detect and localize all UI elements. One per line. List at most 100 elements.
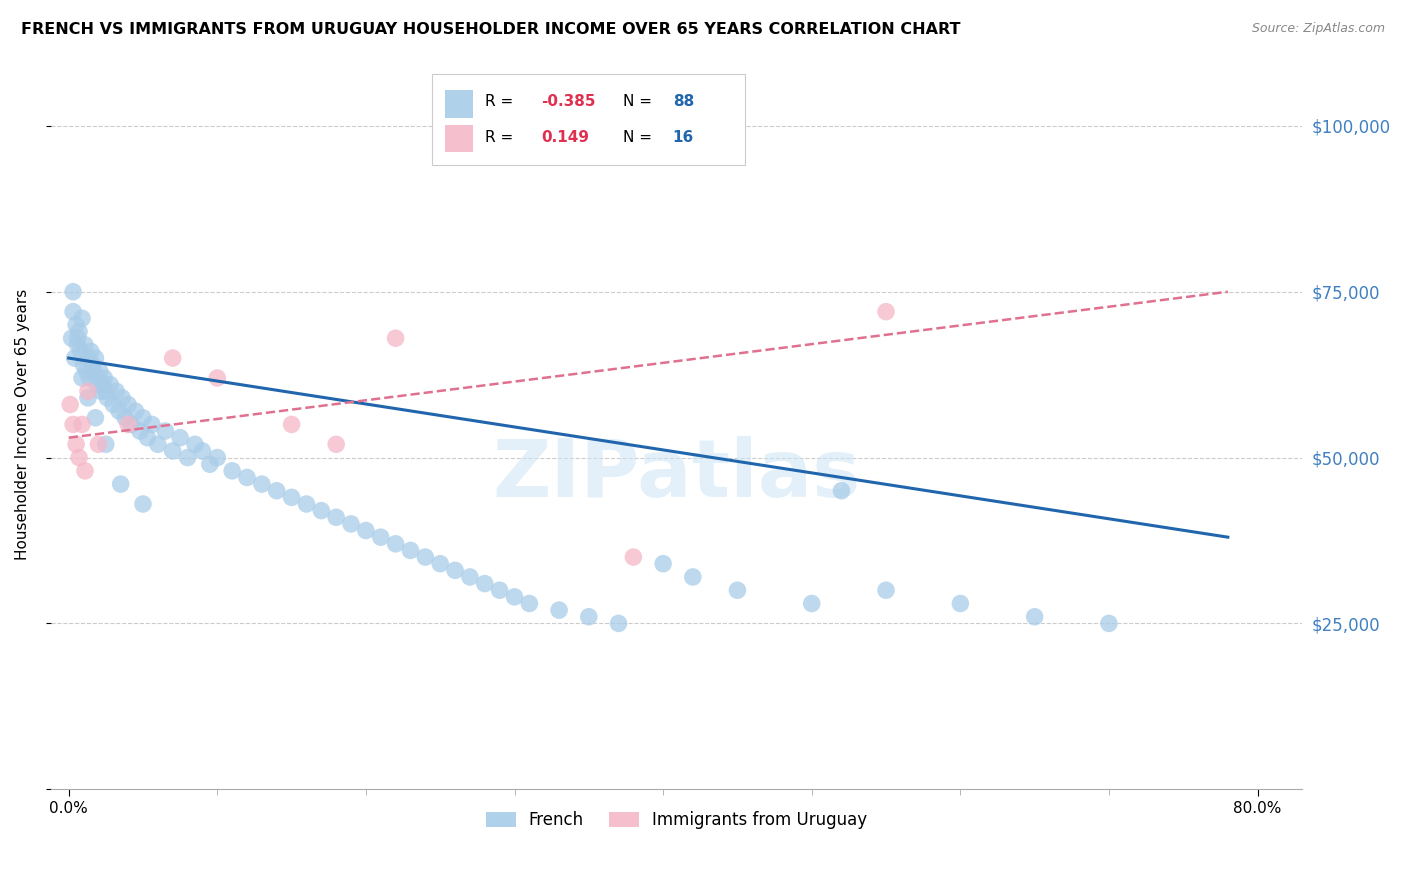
FancyBboxPatch shape: [444, 125, 472, 153]
Point: [444, 563, 467, 577]
Point: [458, 570, 481, 584]
Point: [184, 437, 207, 451]
Point: [875, 304, 897, 318]
Point: [129, 424, 152, 438]
Point: [474, 576, 496, 591]
Point: [77, 384, 100, 399]
Point: [519, 597, 541, 611]
Text: 88: 88: [672, 95, 695, 110]
Point: [1024, 609, 1046, 624]
Point: [103, 397, 125, 411]
Point: [67, 450, 90, 465]
Point: [62, 304, 84, 318]
Point: [682, 570, 704, 584]
Point: [250, 477, 273, 491]
Point: [354, 524, 377, 538]
Legend: French, Immigrants from Uruguay: French, Immigrants from Uruguay: [479, 805, 875, 836]
Point: [94, 437, 117, 451]
Point: [69, 344, 91, 359]
Point: [77, 391, 100, 405]
Point: [266, 483, 288, 498]
Point: [503, 590, 526, 604]
Point: [70, 417, 93, 432]
Point: [548, 603, 571, 617]
Point: [488, 583, 510, 598]
Point: [198, 457, 221, 471]
Point: [65, 318, 87, 332]
Point: [429, 557, 451, 571]
Point: [280, 491, 302, 505]
Point: [96, 391, 118, 405]
Point: [578, 609, 600, 624]
Point: [79, 371, 101, 385]
Point: [59, 397, 82, 411]
Point: [162, 351, 184, 365]
Text: N =: N =: [623, 95, 652, 110]
Point: [73, 464, 96, 478]
Point: [72, 358, 94, 372]
Point: [155, 424, 177, 438]
Point: [66, 338, 89, 352]
Text: ZIPatlas: ZIPatlas: [492, 436, 860, 515]
Text: 16: 16: [672, 130, 695, 145]
Point: [108, 404, 131, 418]
Point: [384, 537, 406, 551]
Text: FRENCH VS IMMIGRANTS FROM URUGUAY HOUSEHOLDER INCOME OVER 65 YEARS CORRELATION C: FRENCH VS IMMIGRANTS FROM URUGUAY HOUSEH…: [21, 22, 960, 37]
Point: [221, 464, 243, 478]
Point: [1098, 616, 1121, 631]
Point: [207, 371, 229, 385]
Point: [105, 384, 128, 399]
Point: [325, 510, 347, 524]
Point: [124, 404, 146, 418]
Point: [67, 325, 90, 339]
Point: [652, 557, 675, 571]
Point: [84, 351, 107, 365]
Point: [830, 483, 852, 498]
Point: [800, 597, 823, 611]
Point: [65, 437, 87, 451]
Point: [236, 470, 259, 484]
Point: [141, 417, 163, 432]
Point: [63, 351, 86, 365]
Point: [384, 331, 406, 345]
Point: [162, 444, 184, 458]
Point: [89, 364, 111, 378]
FancyBboxPatch shape: [444, 90, 472, 118]
Point: [86, 377, 108, 392]
Text: 0.149: 0.149: [541, 130, 589, 145]
Point: [73, 338, 96, 352]
Point: [146, 437, 169, 451]
Point: [84, 410, 107, 425]
Point: [169, 431, 191, 445]
Point: [93, 371, 115, 385]
Point: [77, 351, 100, 365]
Y-axis label: Householder Income Over 65 years: Householder Income Over 65 years: [15, 289, 30, 560]
Point: [62, 285, 84, 299]
Point: [91, 377, 114, 392]
Point: [120, 417, 142, 432]
Point: [370, 530, 392, 544]
Point: [725, 583, 748, 598]
Point: [87, 371, 110, 385]
Point: [295, 497, 318, 511]
Point: [207, 450, 229, 465]
Point: [70, 371, 93, 385]
Text: N =: N =: [623, 130, 652, 145]
Point: [949, 597, 972, 611]
Point: [311, 503, 333, 517]
Point: [340, 516, 363, 531]
Point: [114, 410, 136, 425]
Point: [76, 364, 98, 378]
Point: [280, 417, 302, 432]
Point: [82, 358, 104, 372]
Point: [87, 437, 110, 451]
Point: [62, 417, 84, 432]
Point: [415, 550, 437, 565]
Point: [136, 431, 159, 445]
Point: [399, 543, 422, 558]
FancyBboxPatch shape: [433, 74, 745, 165]
Point: [132, 497, 155, 511]
Point: [90, 384, 112, 399]
Point: [117, 397, 139, 411]
Text: R =: R =: [485, 130, 513, 145]
